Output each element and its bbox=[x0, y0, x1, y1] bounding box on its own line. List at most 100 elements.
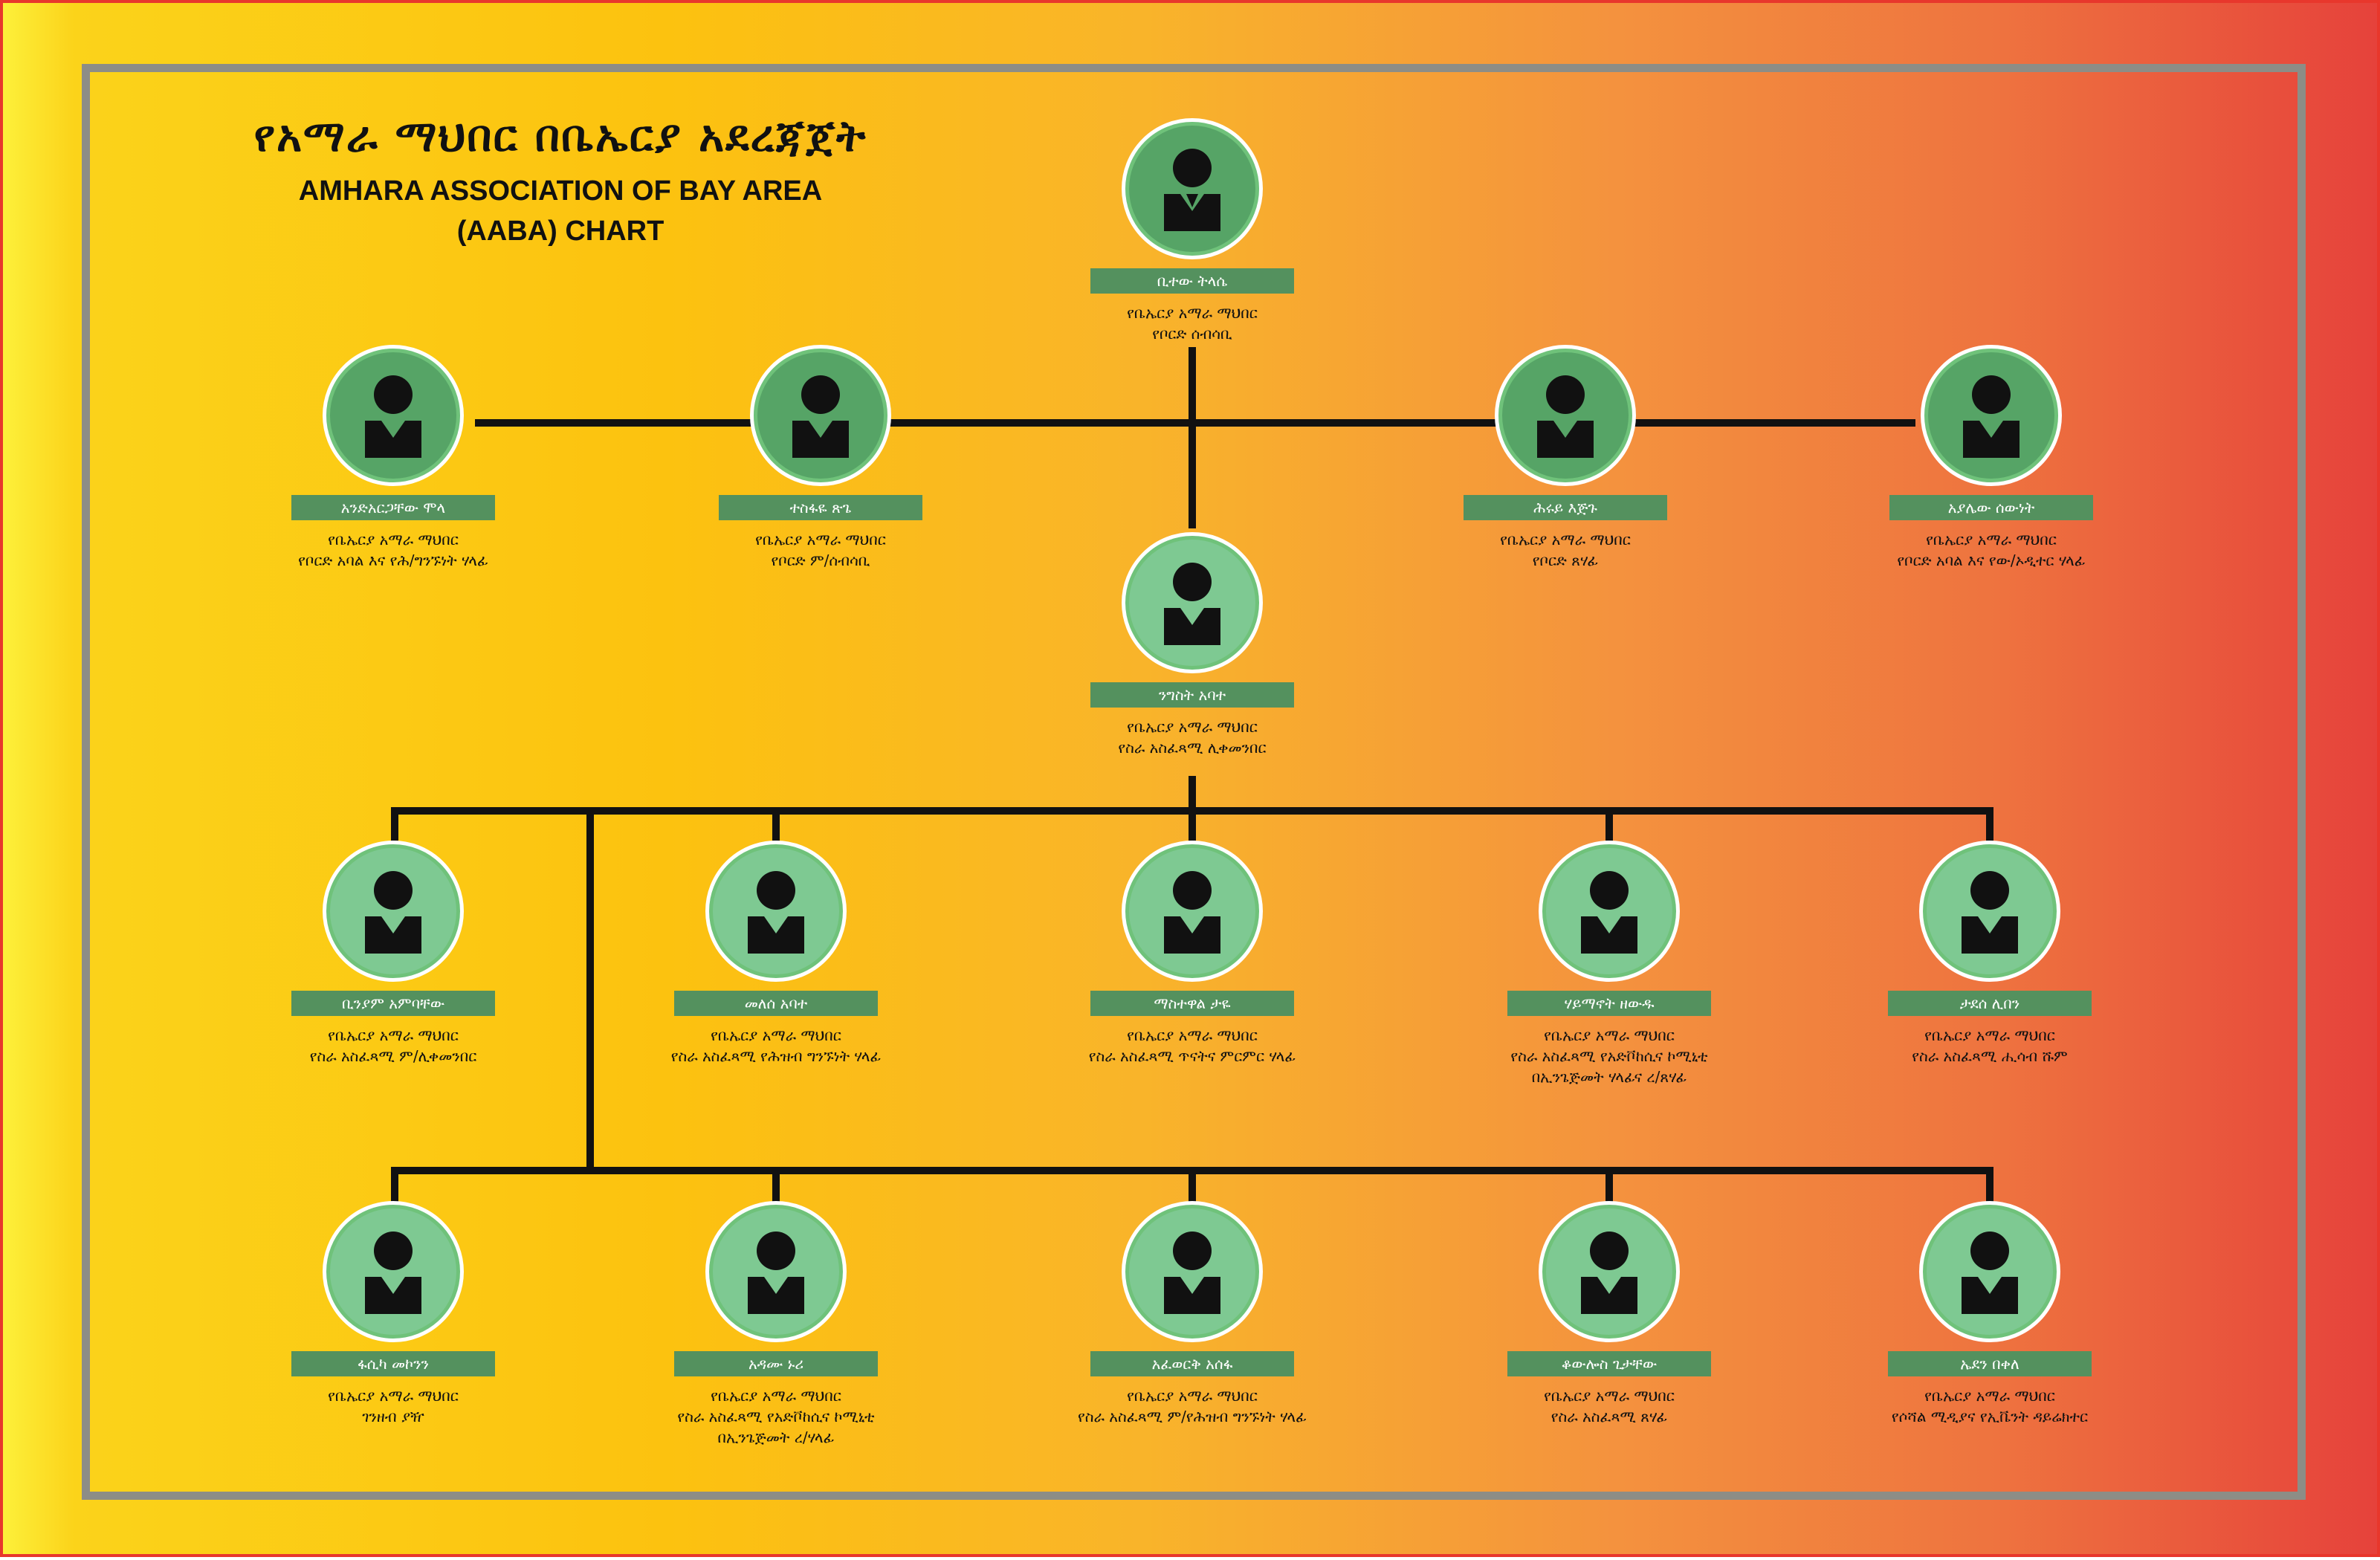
role-line: የቦርድ አባል እና የው/ኦዲተር ሃላፊ bbox=[1897, 551, 2086, 569]
role-line: የስራ አስፈጻሚ የሕዝብ ግንኙነት ሃላፊ bbox=[670, 1047, 882, 1065]
node-role: የቤኤርያ አማራ ማህበር የቦርድ አባል እና የው/ኦዲተር ሃላፊ bbox=[1835, 529, 2147, 571]
role-line: የቤኤርያ አማራ ማህበር bbox=[328, 531, 459, 548]
node-role: የቤኤርያ አማራ ማህበር የሶሻል ሚዲያና የኢቬንት ዳይሬክተር bbox=[1834, 1385, 2146, 1427]
role-line: ገንዘብ ያዥ bbox=[362, 1408, 424, 1425]
person-icon bbox=[748, 1232, 804, 1314]
node-role: የቤኤርያ አማራ ማህበር የስራ አስፈጻሚ ሒሳብ ሹም bbox=[1834, 1025, 2146, 1067]
role-line: የቤኤርያ አማራ ማህበር bbox=[1544, 1387, 1675, 1405]
node-role: የቤኤርያ አማራ ማህበር የቦርድ ጸሃፊ bbox=[1409, 529, 1721, 571]
person-avatar bbox=[323, 841, 464, 982]
person-avatar bbox=[705, 1201, 847, 1342]
node-name: ሃይማኖት ዘውዱ bbox=[1507, 991, 1711, 1016]
node-name: ታደሰ ሊበን bbox=[1888, 991, 2092, 1016]
person-avatar bbox=[323, 345, 464, 486]
node-name: አፈወርቅ አሰፋ bbox=[1090, 1351, 1294, 1376]
role-line: የስራ አስፈጻሚ የአድቮከሲና ኮሚኒቲ bbox=[1510, 1047, 1708, 1065]
node-name: ቆውሎስ ጊታቸው bbox=[1507, 1351, 1711, 1376]
role-line: የቤኤርያ አማራ ማህበር bbox=[328, 1387, 459, 1405]
person-icon bbox=[1164, 149, 1220, 231]
person-avatar bbox=[750, 345, 891, 486]
role-line: የስራ አስፈጻሚ ሒሳብ ሹም bbox=[1912, 1047, 2068, 1065]
role-line: የቤኤርያ አማራ ማህበር bbox=[1924, 1026, 2055, 1044]
role-line: የቤኤርያ አማራ ማህበር bbox=[1127, 1387, 1258, 1405]
node-role: የቤኤርያ አማራ ማህበር የስራ አስፈጻሚ ጸሃፊ bbox=[1453, 1385, 1765, 1427]
person-icon bbox=[1962, 871, 2018, 954]
person-avatar bbox=[1122, 841, 1263, 982]
role-line: የስራ አስፈጻሚ ም/ሊቀመንበር bbox=[309, 1047, 477, 1065]
role-line: የቤኤርያ አማራ ማህበር bbox=[328, 1026, 459, 1044]
role-line: የቤኤርያ አማራ ማህበር bbox=[1127, 1026, 1258, 1044]
role-line: የቤኤርያ አማራ ማህበር bbox=[711, 1026, 841, 1044]
person-icon bbox=[365, 375, 421, 458]
role-line: የቤኤርያ አማራ ማህበር bbox=[1924, 1387, 2055, 1405]
node-name: ተስፋዬ ጽጌ bbox=[719, 495, 922, 520]
role-line: በኢንጌጅመት ረ/ሃላፊ bbox=[717, 1428, 835, 1446]
person-icon bbox=[1962, 1232, 2018, 1314]
person-avatar bbox=[323, 1201, 464, 1342]
node-name: ቢተው ትላሴ bbox=[1090, 268, 1294, 294]
role-line: የቤኤርያ አማራ ማህበር bbox=[1926, 531, 2057, 548]
connector-lines bbox=[391, 347, 1993, 1202]
node-name: ፋሲካ መኮንን bbox=[291, 1351, 495, 1376]
chart-title: የአማራ ማህበር በቤኤርያ አደረጃጀት AMHARA ASSOCIATIO… bbox=[248, 111, 873, 251]
node-role: የቤኤርያ አማራ ማህበር የስራ አስፈጻሚ ጥናትና ምርምር ሃላፊ bbox=[1036, 1025, 1348, 1067]
role-line: የቦርድ ሰብሳቢ bbox=[1152, 325, 1232, 343]
node-role: የቤኤርያ አማራ ማህበር የቦርድ ም/ሰብሳቢ bbox=[664, 529, 977, 571]
node-role: የቤኤርያ አማራ ማህበር የስራ አስፈጻሚ የአድቮከሲና ኮሚኒቲ በኢ… bbox=[620, 1385, 932, 1448]
person-avatar bbox=[1921, 345, 2062, 486]
title-amharic: የአማራ ማህበር በቤኤርያ አደረጃጀት bbox=[253, 111, 867, 161]
node-name: መለሰ አባተ bbox=[674, 991, 878, 1016]
person-icon bbox=[365, 1232, 421, 1314]
person-avatar bbox=[1122, 118, 1263, 259]
role-line: በኢንጌጅመት ሃላፊና ረ/ጸሃፊ bbox=[1531, 1068, 1687, 1086]
node-name: አዳሙ ኑሪ bbox=[674, 1351, 878, 1376]
node-name: አንድአርጋቸው ሞላ bbox=[291, 495, 495, 520]
role-line: የስራ አስፈጻሚ ም/የሕዝብ ግንኙነት ሃላፊ bbox=[1078, 1408, 1307, 1425]
person-avatar bbox=[705, 841, 847, 982]
role-line: የቦርድ ጸሃፊ bbox=[1532, 551, 1599, 569]
person-icon bbox=[1537, 375, 1594, 458]
person-icon bbox=[748, 871, 804, 954]
person-icon bbox=[365, 871, 421, 954]
person-icon bbox=[1963, 375, 2020, 458]
person-avatar bbox=[1539, 841, 1680, 982]
person-avatar bbox=[1919, 1201, 2060, 1342]
node-name: ቢንያም አምባቸው bbox=[291, 991, 495, 1016]
role-line: የስራ አስፈጻሚ ጸሃፊ bbox=[1550, 1408, 1668, 1425]
person-avatar bbox=[1122, 532, 1263, 673]
node-role: የቤኤርያ አማራ ማህበር ገንዘብ ያዥ bbox=[237, 1385, 549, 1427]
node-name: አያሌው ሰውነት bbox=[1889, 495, 2093, 520]
node-role: የቤኤርያ አማራ ማህበር የስራ አስፈጻሚ የሕዝብ ግንኙነት ሃላፊ bbox=[620, 1025, 932, 1067]
role-line: የቤኤርያ አማራ ማህበር bbox=[1544, 1026, 1675, 1044]
person-icon bbox=[1581, 871, 1637, 954]
role-line: የቤኤርያ አማራ ማህበር bbox=[755, 531, 886, 548]
role-line: የስራ አስፈጻሚ የአድቮከሲና ኮሚኒቲ bbox=[677, 1408, 875, 1425]
node-role: የቤኤርያ አማራ ማህበር የቦርድ አባል እና የሕ/ግንኙነት ሃላፊ bbox=[237, 529, 549, 571]
person-avatar bbox=[1495, 345, 1636, 486]
role-line: የስራ አስፈጻሚ ጥናትና ምርምር ሃላፊ bbox=[1088, 1047, 1296, 1065]
role-line: የሶሻል ሚዲያና የኢቬንት ዳይሬክተር bbox=[1891, 1408, 2089, 1425]
person-icon bbox=[1164, 1232, 1220, 1314]
node-role: የቤኤርያ አማራ ማህበር የስራ አስፈጻሚ የአድቮከሲና ኮሚኒቲ በኢ… bbox=[1453, 1025, 1765, 1087]
node-role: የቤኤርያ አማራ ማህበር የቦርድ ሰብሳቢ bbox=[1036, 302, 1348, 344]
node-role: የቤኤርያ አማራ ማህበር የስራ አስፈጻሚ ም/የሕዝብ ግንኙነት ሃላ… bbox=[1036, 1385, 1348, 1427]
person-icon bbox=[792, 375, 849, 458]
node-role: የቤኤርያ አማራ ማህበር የስራ አስፈጻሚ ሊቀመንበር bbox=[1036, 716, 1348, 758]
node-name: ኤደን በቀለ bbox=[1888, 1351, 2092, 1376]
role-line: የቤኤርያ አማራ ማህበር bbox=[711, 1387, 841, 1405]
person-icon bbox=[1164, 563, 1220, 645]
role-line: የቦርድ ም/ሰብሳቢ bbox=[771, 551, 870, 569]
node-name: ሕሩይ እጅጉ bbox=[1464, 495, 1667, 520]
role-line: የስራ አስፈጻሚ ሊቀመንበር bbox=[1118, 739, 1267, 757]
node-role: የቤኤርያ አማራ ማህበር የስራ አስፈጻሚ ም/ሊቀመንበር bbox=[237, 1025, 549, 1067]
person-avatar bbox=[1122, 1201, 1263, 1342]
role-line: የቦርድ አባል እና የሕ/ግንኙነት ሃላፊ bbox=[298, 551, 488, 569]
role-line: የቤኤርያ አማራ ማህበር bbox=[1500, 531, 1631, 548]
chart-frame bbox=[82, 64, 2306, 1500]
role-line: የቤኤርያ አማራ ማህበር bbox=[1127, 304, 1258, 322]
node-name: ንግስት አባተ bbox=[1090, 682, 1294, 708]
person-icon bbox=[1581, 1232, 1637, 1314]
node-name: ማስተዋል ታዬ bbox=[1090, 991, 1294, 1016]
title-english-line1: AMHARA ASSOCIATION OF BAY AREA bbox=[298, 175, 823, 207]
role-line: የቤኤርያ አማራ ማህበር bbox=[1127, 718, 1258, 736]
